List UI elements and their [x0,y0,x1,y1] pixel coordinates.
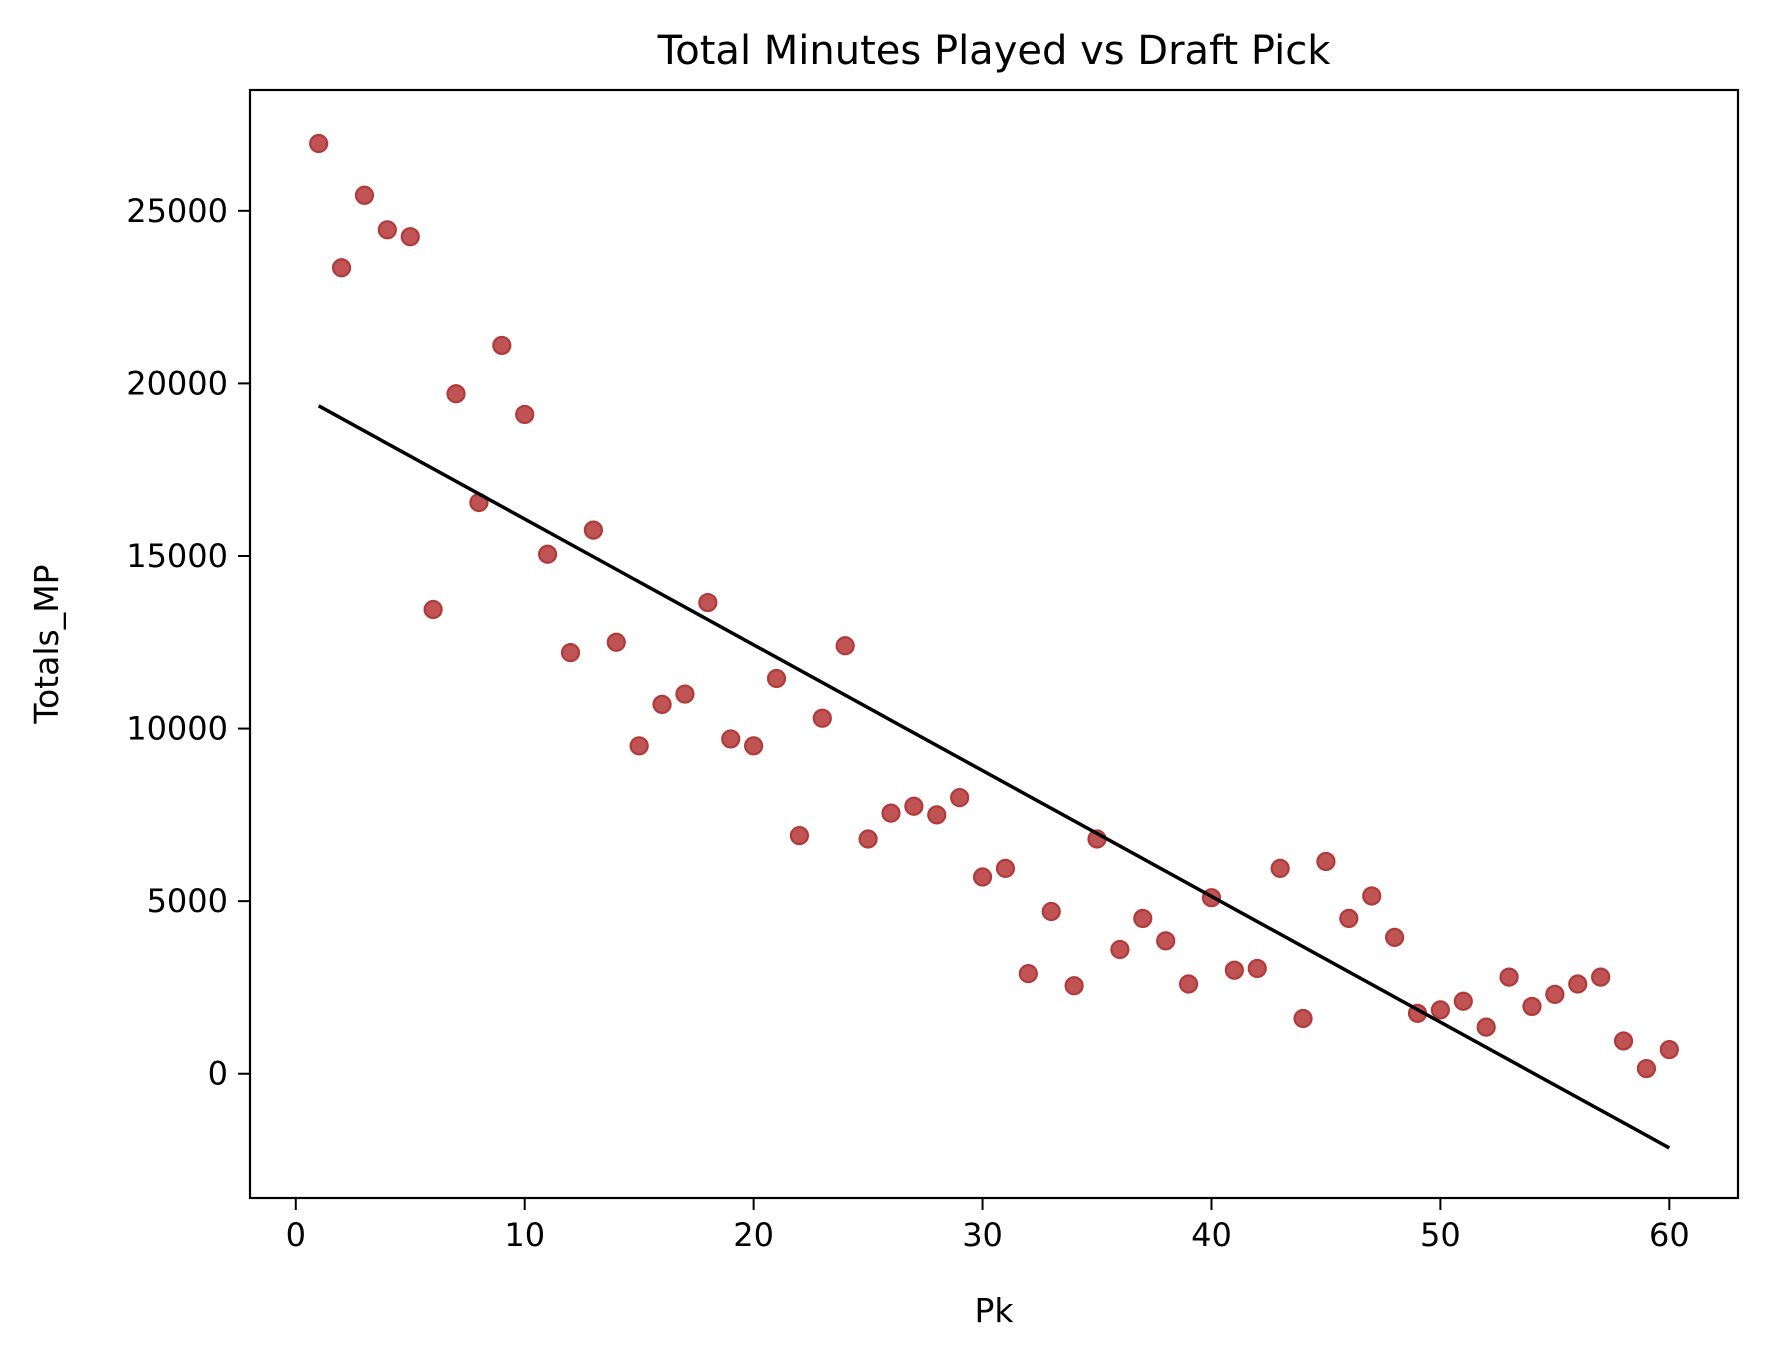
data-point [652,694,672,715]
data-point [1133,908,1153,929]
data-point [446,384,466,404]
data-point [1270,858,1290,878]
data-point [309,133,329,154]
y-tick-label: 5000 [147,882,228,920]
x-tick-label: 60 [1649,1216,1690,1254]
data-point [1613,1031,1634,1051]
y-tick-label: 25000 [126,192,228,230]
data-point [972,867,993,887]
data-point [400,227,420,247]
data-point [1293,1008,1313,1029]
x-axis-label: Pk [974,1291,1014,1330]
data-point [812,708,832,728]
data-point [1247,958,1267,979]
data-point [904,796,924,816]
axes [248,88,1740,1200]
data-point [1430,1000,1451,1020]
data-point [1110,939,1130,960]
data-point [881,803,901,823]
x-tick-label: 50 [1420,1216,1461,1254]
data-point [1339,908,1359,929]
y-tick-label: 0 [208,1055,228,1093]
x-tick-label: 30 [962,1216,1003,1254]
data-point [1362,886,1382,906]
ticks: 0 10 20 30 40 50 60 0 5000 10000 15000 20000 25000 [126,192,1689,1254]
data-point [1545,984,1565,1004]
data-point [354,185,375,205]
data-point [377,220,397,240]
data-point [1064,976,1084,996]
data-point [1476,1017,1496,1037]
data-point [744,736,764,756]
data-point [331,258,352,278]
data-point [492,335,512,356]
data-point [1499,967,1519,987]
data-point [1041,901,1061,922]
data-point [1636,1058,1657,1079]
data-point [1178,974,1199,994]
data-point [1568,974,1588,994]
data-point [560,643,581,663]
data-point [698,592,718,613]
x-tick-label: 20 [733,1216,774,1254]
y-tick-label: 15000 [126,537,228,575]
data-point [515,404,535,425]
y-tick-label: 10000 [126,710,228,748]
data-point [629,736,649,756]
data-point [950,788,970,808]
data-point [606,632,626,652]
data-point [721,729,741,749]
plot-marks [309,133,1679,1150]
data-point [423,599,443,620]
data-point [1156,931,1176,951]
data-point [766,668,787,689]
data-point [1453,991,1473,1011]
data-point [789,825,810,846]
data-point [1385,927,1405,947]
data-point [995,858,1016,878]
trend-line [317,404,1671,1150]
data-point [1224,960,1244,980]
data-point [1316,851,1336,872]
y-tick-label: 20000 [126,364,228,402]
data-point [858,829,878,849]
data-point [1018,964,1038,984]
x-tick-label: 40 [1191,1216,1232,1254]
data-point [537,544,558,564]
data-point [583,520,603,540]
data-point [1659,1039,1679,1060]
chart-title: Total Minutes Played vs Draft Pick [657,28,1332,74]
y-axis-label: Totals_MP [27,564,66,724]
x-tick-label: 0 [286,1216,306,1254]
data-point [835,636,855,656]
plot-frame [248,88,1740,1200]
data-point [1522,996,1542,1017]
data-point [675,684,695,704]
data-point [1591,967,1611,987]
data-point [927,805,947,825]
x-tick-label: 10 [504,1216,545,1254]
